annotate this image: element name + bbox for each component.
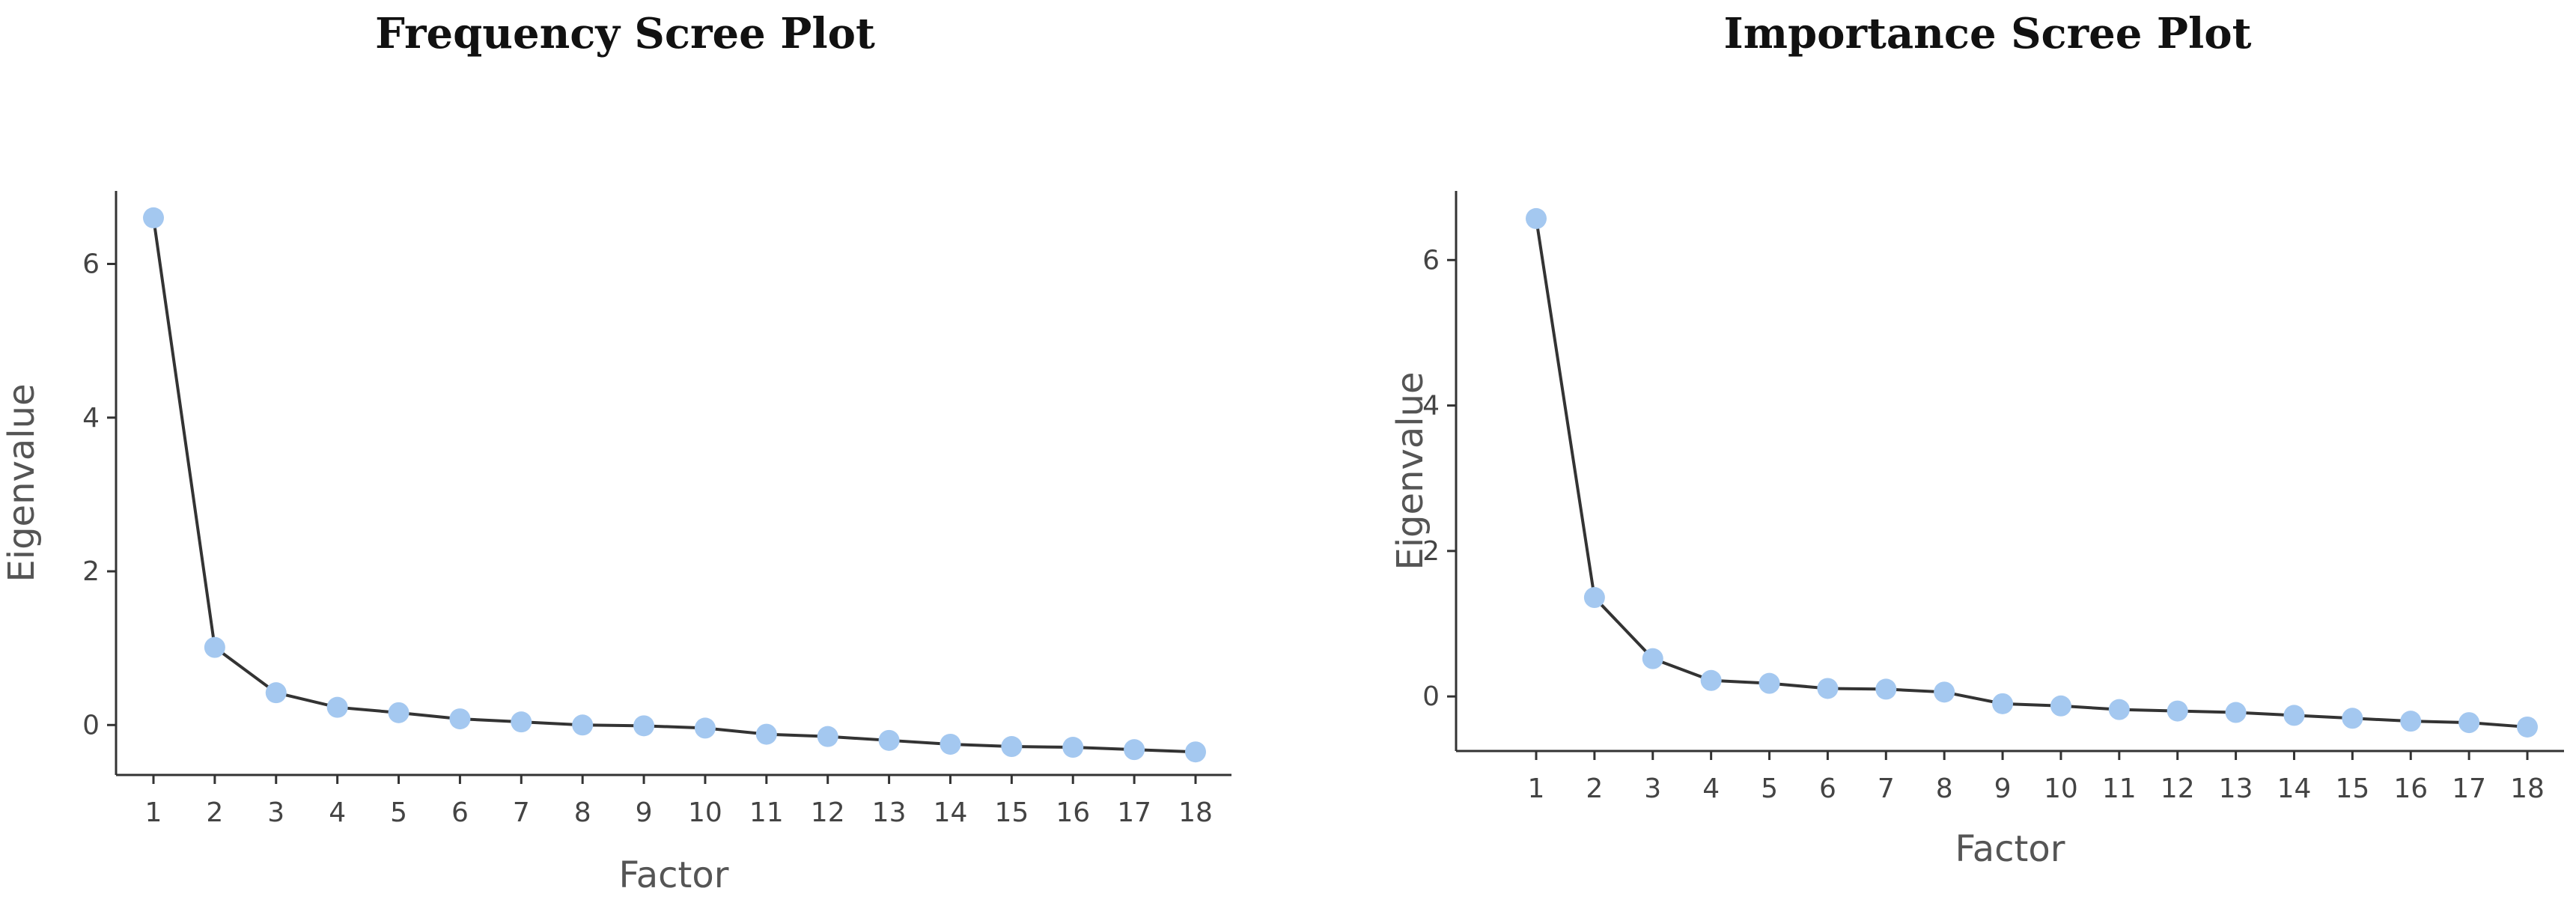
data-point [388,702,409,723]
data-point [2517,716,2538,738]
x-axis-title: Factor [619,854,729,896]
x-tick-label: 13 [2219,773,2253,804]
y-axis-title: Eigenvalue [1,383,43,582]
y-axis-title: Eigenvalue [1389,371,1431,570]
y-tick-label: 0 [82,710,100,741]
x-tick-label: 18 [2510,773,2545,804]
data-point [2167,700,2188,722]
data-point [2342,708,2363,729]
data-point [511,711,532,733]
x-tick-label: 5 [390,797,407,828]
data-point [2108,699,2130,720]
data-point [1124,739,1145,761]
data-point [1062,737,1084,758]
y-tick-label: 6 [82,249,100,280]
x-tick-label: 4 [1702,773,1720,804]
y-tick-label: 0 [1422,681,1440,712]
data-point [817,726,838,747]
data-point [1992,693,2014,714]
data-point [1185,741,1206,763]
x-tick-label: 6 [451,797,469,828]
data-point [449,708,471,730]
x-tick-label: 3 [1644,773,1661,804]
x-tick-label: 17 [1117,797,1151,828]
data-point [1583,587,1605,609]
x-tick-label: 9 [636,797,653,828]
data-point [1526,207,1547,229]
x-tick-label: 6 [1819,773,1836,804]
x-tick-label: 14 [934,797,968,828]
x-tick-label: 8 [574,797,591,828]
data-point [1700,669,1722,691]
x-tick-label: 9 [1994,773,2012,804]
x-tick-label: 16 [2393,773,2428,804]
chart-title: Frequency Scree Plot [375,9,875,58]
y-tick-label: 4 [82,403,100,434]
x-tick-label: 7 [513,797,530,828]
x-tick-label: 10 [688,797,722,828]
data-point [755,723,777,745]
y-tick-label: 2 [1422,536,1440,567]
data-point [694,717,716,739]
y-tick-label: 6 [1422,245,1440,276]
data-point [633,715,655,737]
x-tick-label: 15 [994,797,1029,828]
x-tick-label: 15 [2335,773,2369,804]
y-tick-label: 2 [82,556,100,587]
x-tick-label: 5 [1761,773,1778,804]
x-tick-label: 12 [811,797,845,828]
data-point [1001,736,1023,758]
x-tick-label: 1 [145,797,162,828]
data-point [1759,672,1780,694]
x-tick-label: 2 [206,797,223,828]
data-point [878,729,900,751]
data-point [2400,711,2422,732]
data-point [1875,678,1897,700]
data-point [143,207,164,228]
chart-title: Importance Scree Plot [1723,9,2252,58]
data-point [2458,712,2480,734]
series-line [1535,218,2528,729]
x-tick-label: 14 [2277,773,2312,804]
x-tick-label: 11 [749,797,784,828]
data-point [940,733,961,755]
data-point [2225,702,2247,723]
y-tick-label: 4 [1422,391,1440,422]
data-point [1934,681,1955,703]
x-tick-label: 11 [2102,773,2137,804]
data-point [572,714,594,736]
data-point [204,636,225,658]
data-point [2050,695,2071,717]
x-tick-label: 10 [2044,773,2078,804]
x-tick-label: 17 [2452,773,2486,804]
data-point [1642,648,1663,669]
x-tick-label: 13 [872,797,907,828]
x-tick-label: 16 [1056,797,1090,828]
data-point [2283,705,2305,726]
data-point [326,696,348,718]
x-tick-label: 4 [329,797,346,828]
data-point [265,682,287,704]
x-tick-label: 8 [1936,773,1953,804]
x-tick-label: 3 [267,797,284,828]
x-tick-label: 12 [2161,773,2195,804]
x-tick-label: 18 [1178,797,1213,828]
x-tick-label: 2 [1586,773,1603,804]
x-axis-title: Factor [1955,828,2065,870]
x-tick-label: 1 [1528,773,1545,804]
x-tick-label: 7 [1878,773,1895,804]
data-point [1817,678,1839,699]
